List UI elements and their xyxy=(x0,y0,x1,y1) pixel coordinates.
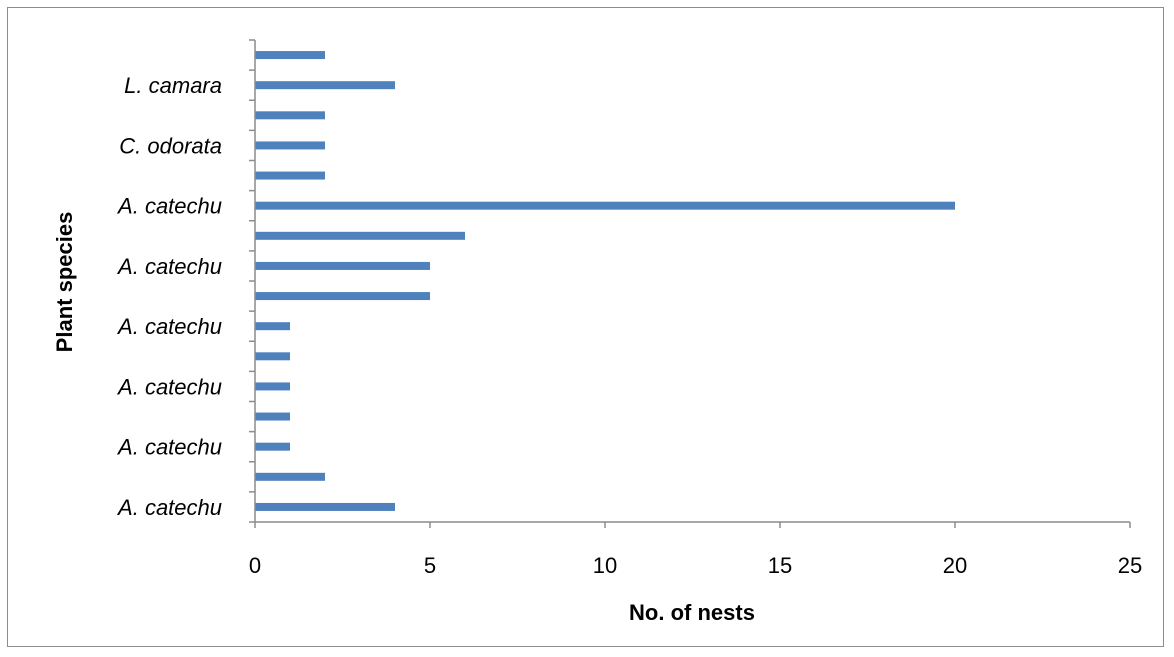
category-label: A. catechu xyxy=(116,495,222,520)
x-tick-label: 15 xyxy=(768,553,792,578)
bar xyxy=(255,292,430,301)
x-tick-label: 25 xyxy=(1118,553,1142,578)
bar xyxy=(255,442,290,451)
bar xyxy=(255,171,325,180)
chart-frame xyxy=(7,7,1164,647)
category-label: C. odorata xyxy=(119,133,222,158)
category-label: A. catechu xyxy=(116,374,222,399)
x-tick-labels: 0 5 10 15 20 25 xyxy=(249,553,1142,578)
bar xyxy=(255,322,290,331)
x-axis-title: No. of nests xyxy=(629,600,755,625)
y-axis-title: Plant species xyxy=(52,212,77,353)
bar xyxy=(255,502,395,511)
bar xyxy=(255,201,955,210)
category-label: A. catechu xyxy=(116,435,222,460)
bar xyxy=(255,352,290,361)
category-labels: A. catechu A. catechu A. catechu A. catechu… xyxy=(116,73,222,520)
y-tick-marks xyxy=(249,39,255,523)
x-tick-label: 0 xyxy=(249,553,261,578)
category-label: A. catechu xyxy=(116,254,222,279)
bar xyxy=(255,81,395,90)
bar xyxy=(255,231,465,240)
bar xyxy=(255,382,290,391)
x-tick-label: 10 xyxy=(593,553,617,578)
category-label: A. catechu xyxy=(116,314,222,339)
bar xyxy=(255,261,430,270)
bar xyxy=(255,51,325,60)
bar xyxy=(255,472,325,481)
x-tick-label: 5 xyxy=(424,553,436,578)
x-tick-label: 20 xyxy=(943,553,967,578)
bar xyxy=(255,412,290,421)
bar xyxy=(255,111,325,120)
x-tick-marks xyxy=(254,522,1131,528)
category-label: L. camara xyxy=(124,73,222,98)
category-label: A. catechu xyxy=(116,194,222,219)
bars-group xyxy=(255,51,955,511)
bar xyxy=(255,141,325,150)
